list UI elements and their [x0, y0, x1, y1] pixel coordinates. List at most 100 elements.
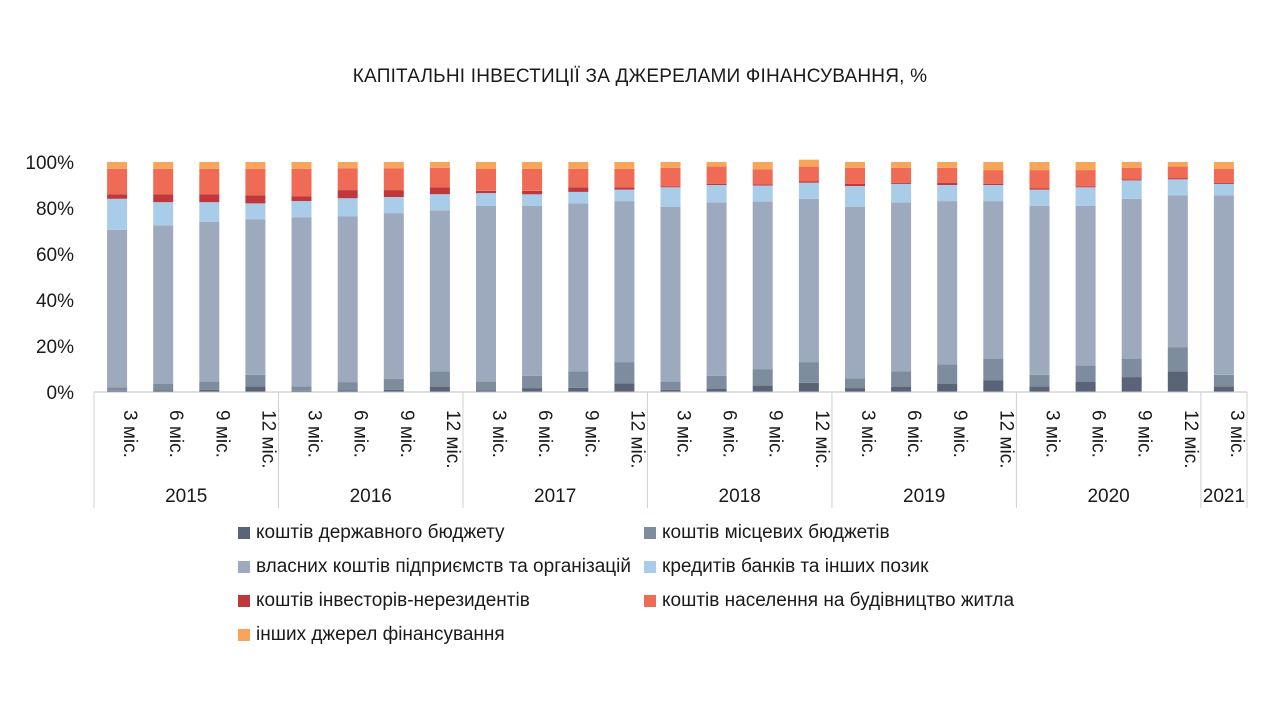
- bar-segment: [1029, 386, 1050, 393]
- bar-segment: [107, 229, 128, 388]
- legend-label: коштів місцевих бюджетів: [662, 522, 890, 543]
- bar-segment: [752, 162, 773, 170]
- legend-item: коштів державного бюджету: [238, 522, 505, 544]
- bar-segment: [153, 390, 174, 392]
- bar-segment: [1121, 377, 1142, 392]
- year-label: 2016: [350, 486, 392, 507]
- bar-segment: [752, 184, 773, 186]
- bar-segment: [1075, 187, 1096, 206]
- bar-segment: [1029, 205, 1050, 375]
- bar-segment: [337, 190, 358, 199]
- bar-segment: [107, 162, 128, 169]
- bar-segment: [1167, 371, 1188, 392]
- x-tick-label: 12 міс.: [626, 410, 647, 468]
- bar-segment: [568, 191, 589, 204]
- legend-item: коштів місцевих бюджетів: [644, 522, 890, 544]
- bar-segment: [798, 382, 819, 392]
- bar-segment: [660, 186, 681, 188]
- bar-segment: [1213, 374, 1234, 387]
- bar-segment: [476, 205, 496, 382]
- x-tick-label: 9 міс.: [580, 410, 601, 458]
- year-label: 2020: [1087, 486, 1129, 507]
- x-tick-label: 9 міс.: [949, 410, 970, 458]
- x-tick-label: 9 міс.: [765, 410, 786, 458]
- x-tick-label: 3 міс.: [673, 410, 694, 458]
- bar-segment: [1167, 179, 1188, 196]
- x-tick-label: 3 міс.: [1041, 410, 1062, 458]
- bar-segment: [614, 201, 635, 363]
- bar-segment: [107, 387, 128, 391]
- bar-segment: [153, 168, 174, 195]
- x-tick-label: 9 міс.: [396, 410, 417, 458]
- bar-segment: [937, 167, 958, 183]
- bar-segment: [614, 189, 635, 202]
- bar-segment: [937, 182, 958, 185]
- bar-segment: [1029, 162, 1050, 171]
- legend-item: кредитів банків та інших позик: [644, 556, 928, 578]
- bar-segment: [1075, 186, 1096, 188]
- bar-segment: [752, 201, 773, 370]
- bar-segment: [845, 167, 865, 184]
- bar-segment: [522, 194, 543, 206]
- bar-segment: [706, 389, 727, 392]
- bar-segment: [1167, 162, 1188, 167]
- bar-segment: [476, 168, 496, 191]
- bar-segment: [522, 168, 543, 191]
- bar-segment: [1213, 168, 1234, 183]
- bar-segment: [937, 201, 958, 365]
- bar-segment: [660, 187, 681, 207]
- bar-segment: [845, 378, 865, 389]
- bar-segment: [1121, 180, 1142, 199]
- bar-segment: [291, 386, 312, 391]
- bar-segment: [614, 168, 635, 188]
- bar-segment: [245, 195, 266, 204]
- bar-segment: [199, 221, 220, 382]
- legend-label: власних коштів підприємств та організаці…: [256, 556, 631, 577]
- x-tick-label: 12 міс.: [257, 410, 278, 468]
- bar-segment: [199, 202, 220, 222]
- bar-segment: [291, 162, 312, 169]
- bar-segment: [522, 190, 543, 195]
- bar-segment: [1075, 205, 1096, 366]
- bar-segment: [1121, 198, 1142, 359]
- y-tick-label: 0%: [47, 383, 75, 404]
- bar-segment: [845, 206, 865, 379]
- bar-segment: [429, 194, 450, 211]
- x-tick-label: 12 міс.: [1180, 410, 1201, 468]
- bar-segment: [1121, 167, 1142, 180]
- bar-segment: [199, 381, 220, 390]
- y-tick-label: 60%: [36, 245, 74, 266]
- bar-segment: [383, 168, 404, 190]
- legend-label: коштів державного бюджету: [256, 522, 505, 543]
- y-tick-label: 20%: [36, 337, 74, 358]
- legend-swatch: [644, 527, 656, 539]
- bar-segment: [1213, 386, 1234, 393]
- bar-segment: [752, 185, 773, 202]
- bar-segment: [983, 201, 1004, 359]
- bar-segment: [1029, 189, 1050, 206]
- x-tick-label: 3 міс.: [857, 410, 878, 458]
- x-tick-label: 12 міс.: [995, 410, 1016, 468]
- bar-segment: [429, 162, 450, 168]
- bar-segment: [752, 169, 773, 185]
- bar-segment: [660, 162, 681, 168]
- x-tick-label: 3 міс.: [119, 410, 140, 458]
- bar-segment: [429, 210, 450, 372]
- bar-segment: [1121, 162, 1142, 168]
- bar-segment: [476, 193, 496, 206]
- bar-segment: [337, 390, 358, 392]
- bar-segment: [337, 162, 358, 169]
- year-label: 2018: [719, 486, 761, 507]
- bar-segment: [199, 389, 220, 392]
- bar-segment: [1029, 374, 1050, 387]
- legend-item: коштів населення на будівництво житла: [644, 590, 1014, 612]
- bar-segment: [798, 198, 819, 363]
- bar-segment: [245, 219, 266, 375]
- x-tick-label: 12 міс.: [811, 410, 832, 468]
- x-tick-label: 6 міс.: [534, 410, 555, 458]
- bar-segment: [706, 183, 727, 185]
- bar-segment: [798, 362, 819, 383]
- legend-label: коштів інвесторів-нерезидентів: [256, 590, 530, 611]
- year-label: 2015: [165, 486, 207, 507]
- bar-segment: [891, 371, 912, 387]
